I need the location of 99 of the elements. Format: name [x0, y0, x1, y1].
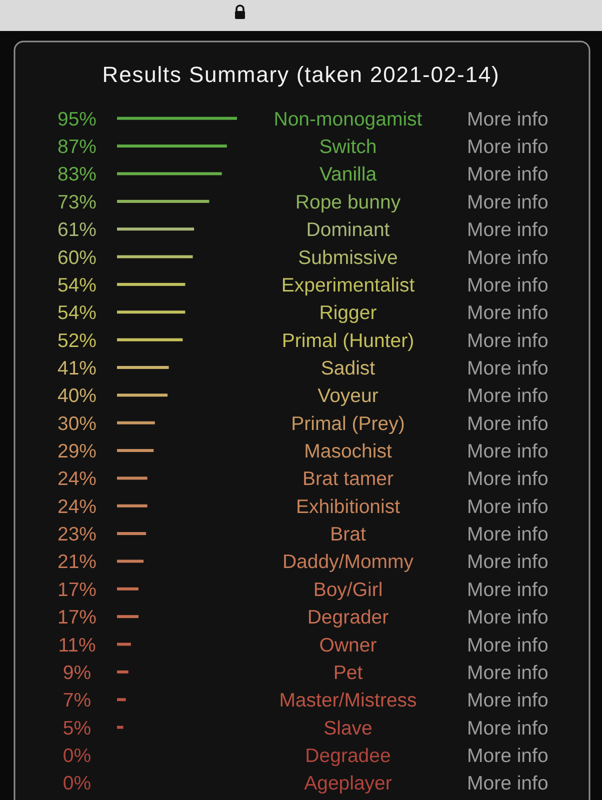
bar: [117, 532, 146, 536]
y-tick-label: Exhibitionist: [296, 496, 401, 518]
data-label: 11%: [58, 634, 96, 656]
text: Results Summary (taken 2021-02-14): [102, 62, 500, 87]
text: More info: [467, 578, 548, 601]
y-tick-label: Experimentalist: [281, 274, 416, 296]
bar: [117, 698, 126, 702]
bar: [117, 476, 148, 480]
data-label: 95%: [57, 108, 97, 130]
y-tick-label: Rigger: [319, 302, 378, 324]
text: More info: [467, 385, 548, 408]
bar: [117, 228, 194, 231]
y-tick-label: Ageplayer: [304, 772, 392, 795]
data-label: 5%: [62, 717, 92, 740]
y-tick-label: Masochist: [304, 440, 392, 463]
bar: [117, 200, 210, 203]
text: More info: [467, 551, 548, 574]
text: More info: [467, 246, 548, 269]
text: More info: [467, 330, 548, 352]
text: More info: [467, 634, 548, 656]
text: More info: [467, 412, 548, 435]
text: More info: [467, 302, 548, 324]
y-tick-label: Sadist: [320, 357, 376, 380]
y-tick-label: Vanilla: [319, 164, 377, 186]
bar: [117, 587, 138, 590]
data-label: 9%: [62, 662, 92, 684]
bar: [117, 282, 186, 286]
bar: [117, 421, 155, 424]
data-label: 24%: [57, 468, 97, 490]
text: More info: [467, 219, 548, 242]
data-label: 54%: [57, 302, 97, 324]
bar: [117, 670, 128, 674]
text: More info: [467, 772, 548, 795]
text: More info: [467, 745, 548, 767]
text: More info: [467, 274, 548, 296]
data-label: 52%: [57, 330, 97, 352]
text: More info: [467, 108, 548, 130]
text: More info: [467, 191, 548, 214]
data-label: 83%: [57, 164, 97, 186]
data-label: 40%: [57, 385, 97, 408]
y-tick-label: Submissive: [298, 246, 398, 269]
text: More info: [467, 164, 548, 186]
text: More info: [467, 357, 548, 380]
data-label: 17%: [57, 606, 97, 629]
data-label: 54%: [57, 274, 97, 296]
y-tick-label: Slave: [324, 717, 372, 740]
data-label: 0%: [62, 745, 92, 767]
y-tick-label: Owner: [319, 634, 378, 656]
data-label: 87%: [57, 136, 97, 158]
data-label: 30%: [57, 412, 97, 435]
bar: [117, 560, 144, 563]
y-tick-label: Brat: [330, 524, 366, 546]
y-tick-label: Master/Mistress: [279, 690, 418, 712]
y-tick-label: Boy/Girl: [313, 578, 383, 601]
bar: [117, 726, 124, 729]
data-label: 61%: [57, 219, 97, 242]
text: More info: [467, 440, 548, 463]
bar: [117, 310, 186, 314]
data-label: 7%: [62, 690, 92, 712]
bar: [117, 338, 183, 342]
data-label: 23%: [57, 524, 97, 546]
bar: [117, 394, 168, 397]
y-tick-label: Non-monogamist: [274, 108, 423, 130]
data-label: 73%: [57, 191, 97, 214]
y-tick-label: Degrader: [307, 606, 390, 629]
text: More info: [467, 606, 548, 629]
y-tick-label: Primal (Hunter): [282, 330, 414, 352]
bar: [117, 255, 193, 258]
text: More info: [467, 496, 548, 518]
y-tick-label: Pet: [333, 662, 364, 684]
y-tick-label: Dominant: [306, 219, 390, 242]
y-tick-label: Daddy/Mommy: [282, 551, 414, 574]
y-tick-label: Rope bunny: [295, 191, 401, 214]
y-tick-label: Primal (Prey): [291, 412, 405, 435]
bar: [117, 449, 154, 452]
data-label: 0%: [62, 772, 92, 795]
bar: [117, 144, 227, 148]
data-label: 24%: [57, 496, 97, 518]
y-tick-label: Voyeur: [318, 385, 379, 408]
bar: [117, 504, 148, 508]
data-label: 29%: [57, 440, 97, 463]
data-label: 21%: [57, 551, 97, 574]
data-label: 17%: [57, 578, 97, 601]
text: More info: [467, 717, 548, 740]
bar: [117, 642, 131, 646]
y-tick-label: Degradee: [305, 745, 391, 767]
bar: [117, 116, 237, 120]
bar: [117, 615, 138, 618]
text: More info: [467, 690, 548, 712]
bar: [117, 366, 169, 369]
text: More info: [467, 524, 548, 546]
text: More info: [467, 662, 548, 684]
y-tick-label: Brat tamer: [302, 468, 394, 490]
y-tick-label: Switch: [319, 136, 377, 158]
text: More info: [467, 468, 548, 490]
text: More info: [467, 136, 548, 158]
data-label: 60%: [57, 246, 97, 269]
data-label: 41%: [57, 357, 97, 380]
bar: [117, 172, 222, 176]
